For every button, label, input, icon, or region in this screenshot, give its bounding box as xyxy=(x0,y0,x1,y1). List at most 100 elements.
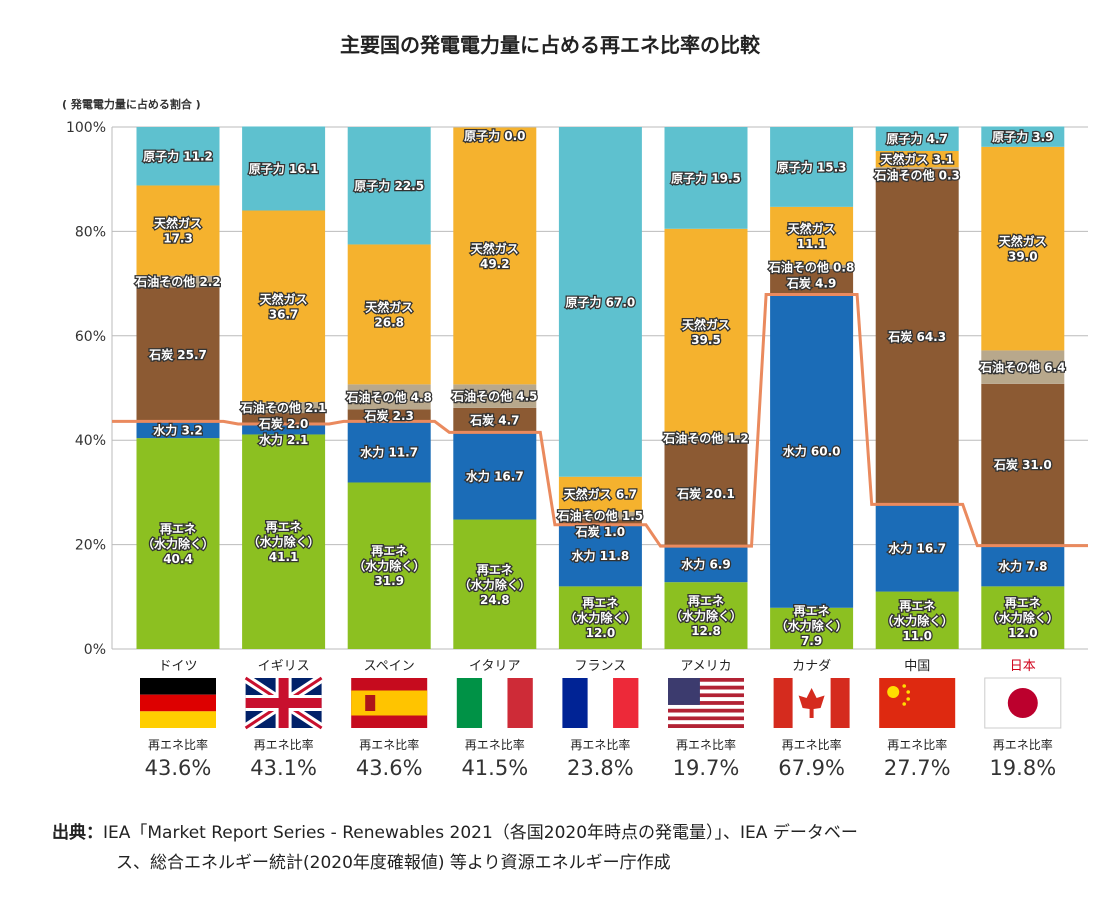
renewable-ratio-label: 再エネ比率 xyxy=(782,737,842,752)
bar-segment xyxy=(875,151,959,168)
star xyxy=(906,690,910,694)
flag-part xyxy=(351,690,428,716)
renewable-ratio-value: 43.1% xyxy=(250,756,317,780)
flag-us-icon xyxy=(668,678,744,728)
flag-part xyxy=(668,689,744,694)
bar-segment xyxy=(242,413,326,424)
segment-label: 41.1 xyxy=(269,550,299,564)
bar-segment xyxy=(770,607,854,649)
flag-jp-icon xyxy=(984,677,1062,729)
segment-label: 再エネ xyxy=(794,604,830,618)
bar-segment xyxy=(136,185,220,276)
flag-part xyxy=(365,695,376,711)
flag-part xyxy=(668,681,744,686)
renewable-ratio-label: 再エネ比率 xyxy=(887,737,947,752)
segment-label: （水力除く） xyxy=(564,610,636,625)
bar-segment xyxy=(981,126,1065,147)
segment-label: 40.4 xyxy=(163,552,193,566)
segment-label: 36.7 xyxy=(269,307,299,321)
bar-segment xyxy=(242,402,326,414)
bar-segment xyxy=(664,582,748,649)
renewable-ratio-value: 43.6% xyxy=(356,756,423,780)
flag-part xyxy=(507,678,533,728)
bar-segment xyxy=(347,244,431,385)
segment-label: 再エネ xyxy=(266,520,302,534)
star xyxy=(902,702,906,706)
segment-label: 石油その他 4.8 xyxy=(345,389,431,404)
y-tick-label: 60% xyxy=(75,329,106,345)
bar-segment xyxy=(347,421,431,483)
segment-label: 再エネ xyxy=(160,522,196,536)
source-line-2: ス、総合エネルギー統計(2020年度確報値) 等より資源エネルギー庁作成 xyxy=(116,853,671,873)
segment-label: 天然ガス xyxy=(999,234,1047,249)
renewable-ratio-value: 19.8% xyxy=(989,756,1056,780)
segment-label: 石炭 2.0 xyxy=(258,416,308,431)
segment-label: 12.0 xyxy=(1008,626,1038,640)
flag-part xyxy=(140,694,216,712)
segment-label: （水力除く） xyxy=(142,536,214,551)
bar-segment xyxy=(136,275,220,288)
y-tick-label: 0% xyxy=(84,642,106,658)
flag-part xyxy=(456,678,483,728)
segment-label: 39.0 xyxy=(1008,250,1038,264)
segment-label: 石炭 2.3 xyxy=(363,408,413,423)
flag-cn-icon xyxy=(879,678,956,728)
segment-label: 水力 6.9 xyxy=(681,557,730,572)
segment-label: （水力除く） xyxy=(881,613,953,628)
maple-leaf xyxy=(798,688,825,718)
y-tick-label: 80% xyxy=(75,224,106,240)
segment-label: 石油その他 4.5 xyxy=(451,389,537,404)
bar-segment xyxy=(875,591,959,649)
renewable-ratio-value: 41.5% xyxy=(461,756,528,780)
country-label: 日本 xyxy=(1010,659,1036,674)
renewable-ratio-label: 再エネ比率 xyxy=(676,737,736,752)
bar-segment xyxy=(770,264,854,269)
flag-part xyxy=(668,678,700,705)
bar-segment xyxy=(981,350,1065,384)
segment-label: 水力 60.0 xyxy=(783,444,841,459)
segment-label: 再エネ xyxy=(688,594,724,608)
flag-part xyxy=(668,708,744,713)
segment-label: 原子力 15.3 xyxy=(777,159,847,174)
flag-part xyxy=(668,678,744,682)
segment-label: 水力 7.8 xyxy=(998,559,1047,574)
segment-label: 石油その他 6.4 xyxy=(979,360,1065,375)
segment-label: 26.8 xyxy=(374,315,404,329)
bar-segment xyxy=(770,206,854,265)
renewable-ratio-value: 43.6% xyxy=(145,756,212,780)
renewable-ratio-label: 再エネ比率 xyxy=(359,737,419,752)
bar-segment xyxy=(558,586,642,649)
segment-label: 水力 11.8 xyxy=(572,548,630,563)
country-label: フランス xyxy=(575,659,627,674)
country-label: イギリス xyxy=(258,659,310,674)
segment-label: 原子力 4.7 xyxy=(886,131,947,146)
segment-label: 天然ガス xyxy=(365,299,413,314)
bar-segment xyxy=(347,127,431,245)
flag-part xyxy=(482,678,508,728)
segment-label: 石油その他 2.2 xyxy=(134,274,220,289)
segment-label: 天然ガス xyxy=(154,216,202,231)
bar-segment xyxy=(664,228,748,435)
segment-label: 再エネ xyxy=(477,563,513,577)
segment-label: 11.1 xyxy=(797,237,827,251)
flag-part xyxy=(830,678,850,728)
renewable-share-chart: 主要国の発電電力量に占める再エネ比率の比較 ( 発電電力量に占める割合 ) 0%… xyxy=(62,33,1088,780)
flag-part xyxy=(562,678,588,728)
bar-segment xyxy=(770,268,854,295)
source-note: 出典：IEA「Market Report Series - Renewables… xyxy=(52,818,1082,878)
chart-title: 主要国の発電電力量に占める再エネ比率の比較 xyxy=(340,33,761,57)
renewable-ratio-value: 19.7% xyxy=(673,756,740,780)
bar-segment xyxy=(453,519,537,649)
bar-segment xyxy=(136,438,220,649)
segment-label: 49.2 xyxy=(480,257,510,271)
segment-label: 原子力 11.2 xyxy=(143,149,213,164)
bar-segment xyxy=(347,384,431,410)
segment-label: （水力除く） xyxy=(353,558,425,573)
flag-fr-icon xyxy=(562,678,639,728)
flag-part xyxy=(1007,688,1038,718)
segment-label: 石油その他 2.1 xyxy=(240,400,326,415)
segment-label: 天然ガス xyxy=(682,317,730,332)
renewable-ratio-label: 再エネ比率 xyxy=(254,737,314,752)
flag-it-icon xyxy=(456,678,533,728)
bar-segment xyxy=(981,146,1065,351)
